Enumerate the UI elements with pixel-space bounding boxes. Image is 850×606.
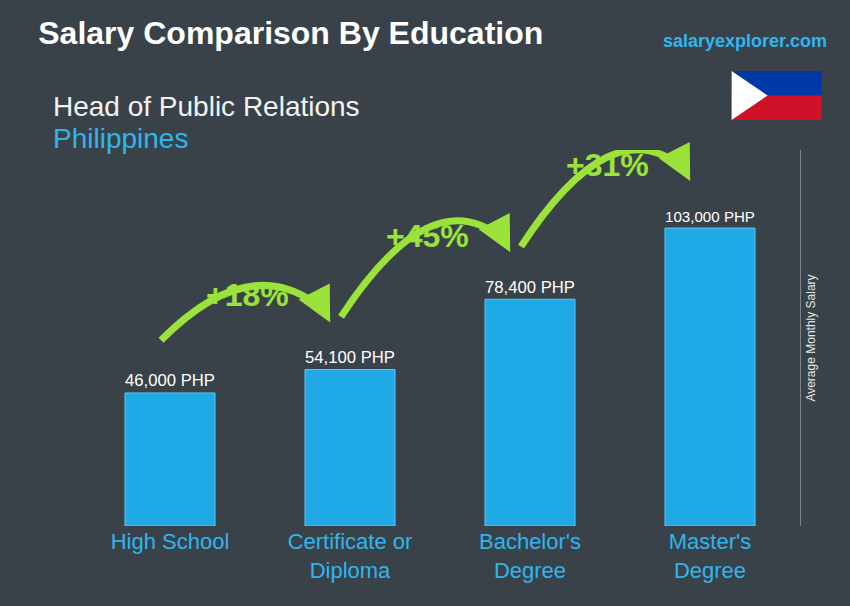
svg-text:Philippines: Philippines bbox=[53, 123, 188, 154]
svg-text:+45%: +45% bbox=[386, 218, 469, 254]
svg-text:Salary Comparison By Education: Salary Comparison By Education bbox=[38, 15, 543, 51]
svg-text:Master'sDegree: Master'sDegree bbox=[669, 529, 751, 583]
svg-text:+31%: +31% bbox=[566, 147, 649, 183]
svg-text:High School: High School bbox=[111, 529, 230, 554]
svg-text:Bachelor'sDegree: Bachelor'sDegree bbox=[479, 529, 581, 583]
svg-text:+18%: +18% bbox=[206, 277, 289, 313]
svg-text:salaryexplorer.com: salaryexplorer.com bbox=[663, 31, 827, 51]
svg-text:103,000 PHP: 103,000 PHP bbox=[665, 208, 755, 225]
svg-text:Head of Public Relations: Head of Public Relations bbox=[53, 91, 360, 122]
svg-text:Average Monthly Salary: Average Monthly Salary bbox=[804, 274, 818, 401]
svg-text:Certificate orDiploma: Certificate orDiploma bbox=[288, 529, 413, 583]
svg-text:46,000 PHP: 46,000 PHP bbox=[125, 371, 215, 390]
svg-text:78,400 PHP: 78,400 PHP bbox=[485, 278, 575, 297]
svg-text:54,100 PHP: 54,100 PHP bbox=[305, 348, 395, 367]
